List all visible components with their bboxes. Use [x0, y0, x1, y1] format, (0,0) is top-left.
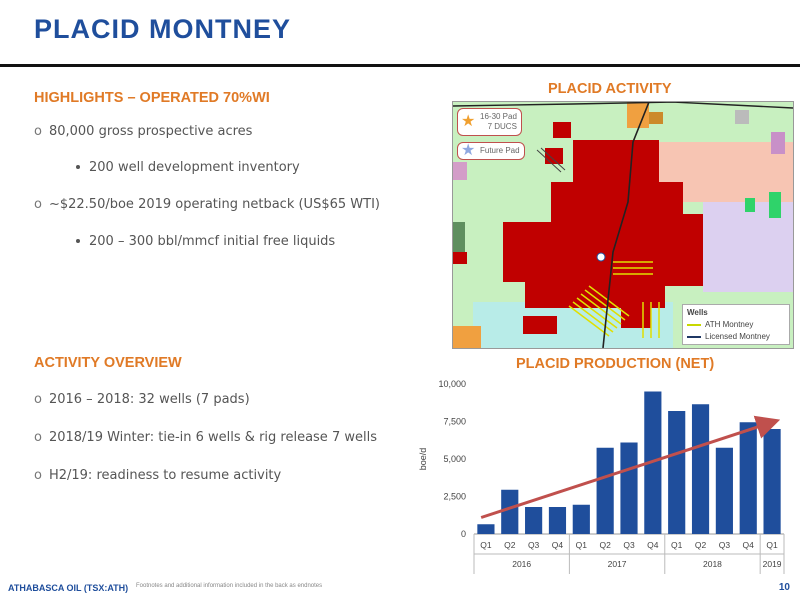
bar [739, 422, 757, 534]
bar [477, 524, 495, 534]
y-tick-label: 5,000 [443, 454, 466, 464]
acreage-block [545, 148, 563, 164]
y-tick-label: 10,000 [438, 379, 466, 389]
bar [525, 507, 543, 534]
x-tick-label: Q2 [695, 540, 707, 550]
well-paths [453, 102, 793, 348]
legend-row-licensed: Licensed Montney [687, 332, 785, 341]
activity-item: o H2/19: readiness to resume activity [34, 468, 282, 483]
map-zone [735, 110, 749, 124]
x-tick-label: Q1 [766, 540, 778, 550]
production-chart: 0 2,500 5,000 7,500 10,000 boe/d Q1 Q2 Q3 Q4 Q1 Q2 Q… [418, 379, 785, 574]
footer-note: Footnotes and additional information inc… [136, 583, 323, 589]
group-label: 2017 [608, 559, 627, 569]
activity-item: o 2018/19 Winter: tie-in 6 wells & rig re… [34, 430, 377, 445]
activity-item: o 2016 – 2018: 32 wells (7 pads) [34, 392, 250, 407]
map-legend: Wells ATH Montney Licensed Montney [682, 304, 790, 345]
pad-callout-line2: 7 DUCS [487, 122, 517, 131]
trend-arrow [480, 415, 781, 519]
bar [501, 489, 519, 534]
activity-text: 2016 – 2018: 32 wells (7 pads) [48, 392, 250, 407]
group-label: 2016 [512, 559, 531, 569]
x-tick-label: Q1 [576, 540, 588, 550]
pad-callout: ★ 16-30 Pad 7 DUCS [457, 108, 522, 136]
acreage-block [453, 252, 467, 264]
activity-text: 2018/19 Winter: tie-in 6 wells & rig rel… [48, 430, 377, 445]
page-title: PLACID MONTNEY [34, 14, 291, 44]
group-label: 2018 [703, 559, 722, 569]
title-divider [0, 64, 800, 67]
y-tick-label: 2,500 [443, 492, 466, 502]
highlight-item: o 80,000 gross prospective acres [34, 124, 253, 139]
footer-brand: ATHABASCA OIL (TSX:ATH) [8, 583, 129, 593]
legend-label: Licensed Montney [705, 332, 770, 341]
bar [596, 447, 614, 534]
chart-heading: PLACID PRODUCTION (NET) [516, 356, 715, 372]
bar [668, 411, 686, 534]
highlight-text: ~$22.50/boe 2019 operating netback (US$6… [48, 197, 380, 212]
bar [691, 404, 710, 534]
legend-row-ath: ATH Montney [687, 320, 785, 329]
page-number: 10 [778, 582, 790, 593]
x-tick-label: Q2 [599, 540, 611, 550]
activity-text: H2/19: readiness to resume activity [48, 468, 282, 483]
legend-label: ATH Montney [705, 320, 754, 329]
highlights-heading: HIGHLIGHTS – OPERATED 70%WI [34, 90, 270, 106]
map-heading: PLACID ACTIVITY [548, 81, 672, 97]
bar [572, 504, 590, 534]
x-tick-label: Q2 [504, 540, 516, 550]
bar [715, 447, 733, 534]
star-icon: ★ [461, 142, 476, 159]
bar [763, 429, 781, 534]
acreage-block [523, 316, 557, 334]
y-tick-label: 7,500 [443, 417, 466, 427]
map-zone [771, 132, 785, 154]
activity-map: ★ 16-30 Pad 7 DUCS ★ Future Pad Wells AT… [452, 101, 794, 349]
x-tick-label: Q4 [743, 540, 755, 550]
highlight-item: o ~$22.50/boe 2019 operating netback (US$… [34, 197, 380, 212]
map-zone [627, 102, 649, 128]
activity-heading: ACTIVITY OVERVIEW [34, 355, 182, 371]
bar [620, 442, 638, 534]
group-label: 2019 [763, 559, 782, 569]
map-zone [745, 198, 755, 212]
future-pad-label: Future Pad [480, 146, 520, 155]
y-axis-label: boe/d [418, 448, 428, 471]
map-zone [649, 112, 663, 124]
highlight-text: 200 – 300 bbl/mmcf initial free liquids [89, 234, 336, 249]
map-zone [453, 326, 481, 348]
pad-callout-line1: 16-30 Pad [480, 112, 517, 121]
legend-title: Wells [687, 308, 708, 317]
x-tick-label: Q3 [528, 540, 540, 550]
x-tick-label: Q4 [552, 540, 564, 550]
map-zone [453, 162, 467, 180]
future-pad-callout: ★ Future Pad [457, 142, 525, 160]
acreage-block [553, 122, 571, 138]
y-tick-label: 0 [461, 529, 466, 539]
highlight-text: 80,000 gross prospective acres [48, 124, 253, 139]
star-icon: ★ [461, 113, 476, 130]
map-zone [769, 192, 781, 218]
x-tick-label: Q1 [480, 540, 492, 550]
x-tick-label: Q3 [623, 540, 635, 550]
highlight-subitem: 200 – 300 bbl/mmcf initial free liquids [76, 234, 335, 249]
x-tick-label: Q3 [719, 540, 731, 550]
highlight-text: 200 well development inventory [89, 160, 300, 175]
x-tick-label: Q1 [671, 540, 683, 550]
x-tick-label: Q4 [647, 540, 659, 550]
highlight-subitem: 200 well development inventory [76, 160, 300, 175]
bar [548, 507, 567, 534]
